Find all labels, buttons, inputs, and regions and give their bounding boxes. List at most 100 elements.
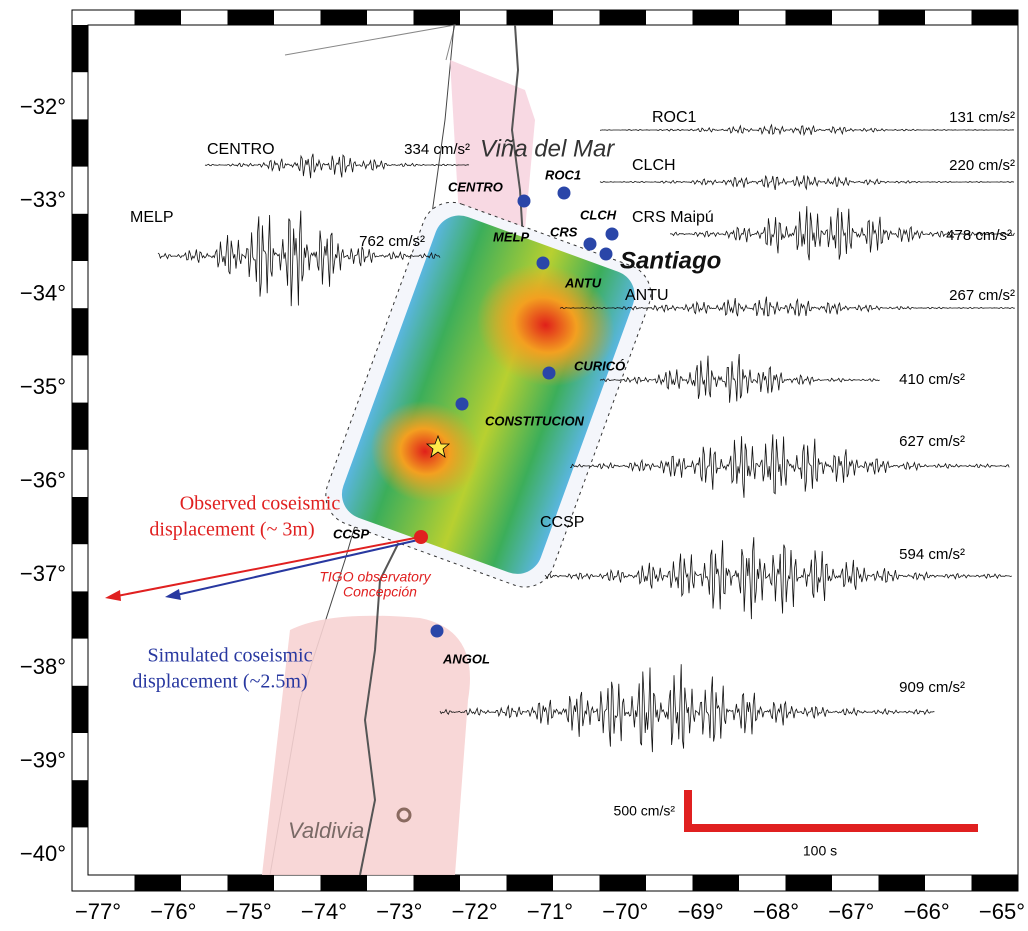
annotation: displacement (~ 3m)	[149, 519, 314, 541]
station-label: ANGOL	[442, 651, 490, 666]
border-block	[692, 10, 739, 25]
seismogram	[439, 664, 935, 753]
record-pga: 267 cm/s²	[949, 287, 1015, 304]
record-name: CRS Maipú	[632, 209, 714, 226]
seismogram	[157, 210, 441, 307]
border-block	[506, 10, 553, 25]
record-name: CLCH	[632, 157, 676, 174]
observed-arrow	[111, 536, 421, 598]
longitude-label: −76°	[150, 899, 196, 924]
station-marker	[583, 237, 597, 251]
arrowhead	[165, 589, 181, 600]
latitude-label: −33°	[20, 187, 66, 212]
border-block	[785, 10, 832, 25]
latitude-label: −32°	[20, 94, 66, 119]
longitude-label: −70°	[602, 899, 648, 924]
slip-model	[325, 201, 652, 588]
station-label: CRS	[550, 224, 578, 239]
annotation: Simulated coseismic	[148, 645, 313, 667]
latitude-label: −35°	[20, 374, 66, 399]
scale-amplitude: 500 cm/s²	[614, 803, 676, 819]
latitude-label: −38°	[20, 654, 66, 679]
station-label: CONSTITUCION	[485, 413, 585, 428]
annotation: TIGO observatory	[319, 569, 431, 585]
border-block	[320, 10, 367, 25]
longitude-label: −77°	[75, 899, 121, 924]
seismograms: CENTRO 334 cm/s² ROC1 131 cm/s² CLCH 220 cm/s…	[130, 109, 1015, 753]
border-block	[72, 308, 88, 356]
map-frame	[71, 9, 1019, 892]
record-pga: 909 cm/s²	[899, 679, 965, 696]
coastline-outline	[284, 24, 456, 61]
border-block	[227, 875, 274, 891]
record-pga: 410 cm/s²	[899, 371, 965, 388]
station-label: CCSP	[333, 526, 369, 541]
border-block	[506, 875, 553, 891]
seismogram	[559, 296, 1015, 317]
border-block	[971, 875, 1018, 891]
record-pga: 627 cm/s²	[899, 433, 965, 450]
border-block	[599, 875, 646, 891]
seismogram	[599, 123, 1015, 137]
epicenter-star	[425, 434, 451, 458]
annotation: Observed coseismic	[180, 493, 341, 515]
seismogram	[544, 537, 1012, 620]
station-marker	[455, 397, 469, 411]
valdivia-marker	[396, 807, 412, 823]
city-label: Santiago	[620, 247, 721, 274]
record-name: ROC1	[652, 109, 697, 126]
record-name: MELP	[130, 209, 174, 226]
station-marker	[517, 194, 531, 208]
seismogram	[204, 153, 470, 179]
arrowhead	[105, 590, 121, 601]
border-block	[72, 685, 88, 733]
border-block	[72, 213, 88, 261]
longitude-label: −68°	[753, 899, 799, 924]
record-pga: 478 cm/s²	[946, 227, 1012, 244]
city-label: Valdivia	[288, 818, 364, 843]
longitude-label: −75°	[226, 899, 272, 924]
border-block	[320, 875, 367, 891]
longitude-label: −73°	[376, 899, 422, 924]
station-label: ANTU	[564, 275, 602, 290]
border-block	[692, 875, 739, 891]
longitude-label: −74°	[301, 899, 347, 924]
scale-bar	[684, 790, 978, 832]
border-block	[72, 497, 88, 545]
longitude-label: −67°	[828, 899, 874, 924]
border-block	[971, 10, 1018, 25]
scale-time: 100 s	[803, 843, 837, 859]
simulated-arrow	[171, 539, 419, 597]
annotation: displacement (~2.5m)	[132, 671, 307, 693]
station-label: CURICÓ	[574, 358, 625, 373]
station-label: MELP	[493, 229, 529, 244]
border-block	[72, 591, 88, 639]
slip-area	[341, 215, 635, 574]
border-block	[72, 780, 88, 828]
border-block	[413, 10, 460, 25]
latitude-label: −36°	[20, 467, 66, 492]
record-pga: 334 cm/s²	[404, 141, 470, 158]
station-label: CLCH	[580, 207, 617, 222]
station-marker	[430, 624, 444, 638]
record-name: CCSP	[540, 514, 584, 531]
record-name: CENTRO	[207, 141, 275, 158]
record-pga: 220 cm/s²	[949, 157, 1015, 174]
border-block	[227, 10, 274, 25]
record-pga: 762 cm/s²	[359, 233, 425, 250]
stations: CENTRO ROC1 CLCH MELP CRS ANTU CURICÓ CONSTITUC…	[333, 167, 625, 666]
seismogram	[669, 206, 1015, 261]
longitude-label: −66°	[904, 899, 950, 924]
tigo-marker	[414, 530, 428, 544]
border-block	[878, 875, 925, 891]
station-marker	[557, 186, 571, 200]
slip-patch-south	[370, 400, 480, 503]
station-marker	[542, 366, 556, 380]
border-block	[413, 875, 460, 891]
border-block	[134, 875, 181, 891]
axis-labels: −32° −33° −34° −35° −36° −37° −38° −39° −40° −77°…	[20, 94, 1025, 924]
latitude-label: −39°	[20, 748, 66, 773]
seismogram	[599, 175, 1015, 191]
slip-patch-north	[476, 263, 615, 387]
record-name: ANTU	[625, 287, 669, 304]
